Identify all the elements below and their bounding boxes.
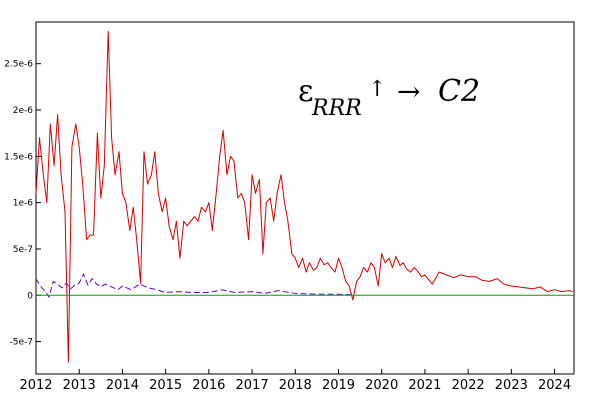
x-tick-label: 2021 [408,378,441,393]
x-tick-label: 2020 [365,378,398,393]
x-tick-label: 2012 [19,378,52,393]
y-tick-label: 5e-7 [13,245,33,255]
x-tick-label: 2016 [192,378,225,393]
x-axis: 2012 2013 2014 2015 2016 2017 2018 2019 2020 2021… [19,369,571,393]
annotation-target: C2 [438,74,480,109]
x-tick-label: 2022 [452,378,485,393]
x-tick-label: 2013 [63,378,96,393]
y-tick-label: 2.5e-6 [4,60,33,70]
x-tick-label: 2018 [279,378,312,393]
y-tick-label: 2e-6 [13,106,34,116]
annotation-subscript: RRR [311,96,362,121]
x-tick-label: 2014 [106,378,139,393]
y-tick-label: -5e-7 [10,338,33,348]
x-tick-label: 2023 [495,378,528,393]
x-tick-label: 2019 [322,378,355,393]
annotation-arrow-up: ↑ [368,77,386,102]
annotation-symbol: ε [298,74,314,109]
x-tick-label: 2024 [538,378,571,393]
y-axis: -5e-7 0 5e-7 1e-6 1.5e-6 2e-6 2.5e-6 [4,60,41,348]
x-tick-label: 2015 [149,378,182,393]
annotation: ε RRR ↑ → C2 [298,74,480,121]
series-layer [35,30,574,363]
plot-frame [35,21,575,375]
series-line-red [35,30,573,363]
y-tick-label: 1.5e-6 [4,152,33,162]
x-tick-label: 2017 [236,378,269,393]
series-line-purple [35,273,352,298]
y-tick-label: 0 [27,291,33,301]
annotation-arrow-right: → [397,75,420,108]
y-tick-label: 1e-6 [13,199,34,209]
